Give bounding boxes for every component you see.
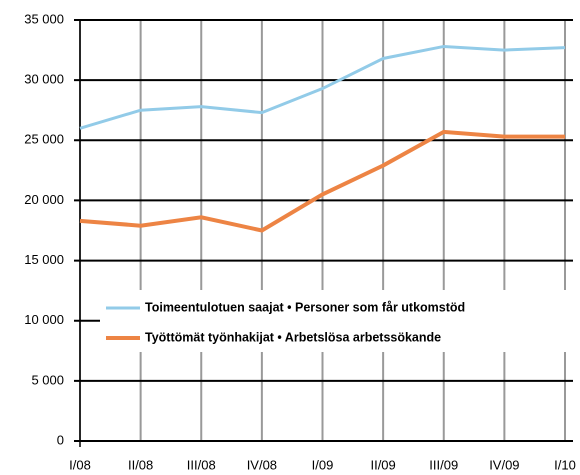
legend-label: Toimeentulotuen saajat • Personer som få… (145, 300, 465, 314)
y-tick-label: 10 000 (24, 312, 64, 327)
x-tick-label: I/08 (69, 457, 91, 472)
x-tick-label: III/09 (429, 457, 458, 472)
x-tick-label: I/10 (554, 457, 576, 472)
series-line (79, 129, 565, 233)
legend-box (100, 290, 574, 352)
x-tick-label: IV/09 (489, 457, 519, 472)
x-tick-label: I/09 (312, 457, 334, 472)
series-line (79, 44, 566, 130)
x-tick-label: IV/08 (247, 457, 277, 472)
x-tick-label: II/09 (370, 457, 395, 472)
y-tick-label: 5 000 (31, 372, 64, 387)
y-tick-label: 30 000 (24, 72, 64, 87)
y-tick-label: 25 000 (24, 132, 64, 147)
y-tick-label: 15 000 (24, 252, 64, 267)
y-tick-label: 0 (57, 432, 64, 447)
y-tick-label: 20 000 (24, 192, 64, 207)
x-tick-label: III/08 (187, 457, 216, 472)
legend-label: Työttömät työnhakijat • Arbetslösa arbet… (145, 330, 441, 344)
x-tick-label: II/08 (128, 457, 153, 472)
y-tick-label: 35 000 (24, 11, 64, 26)
